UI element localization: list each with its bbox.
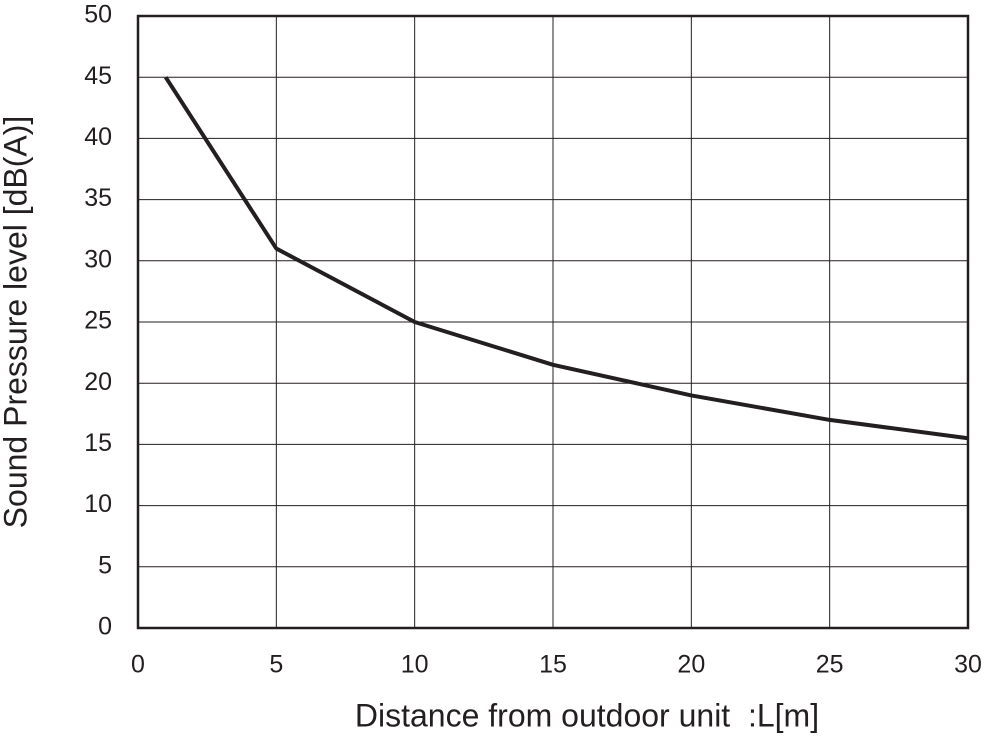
x-tick-label: 0	[131, 651, 145, 679]
y-axis-label: Sound Pressure level [dB(A)]	[0, 116, 33, 529]
x-tick-label: 15	[539, 651, 567, 679]
y-tick-label: 20	[84, 368, 112, 396]
data-line	[163, 76, 969, 441]
y-tick-label: 25	[84, 307, 112, 335]
y-tick-label: 30	[84, 245, 112, 273]
x-tick-label: 10	[401, 651, 429, 679]
y-tick-label: 50	[84, 1, 112, 29]
plot-frame	[136, 14, 970, 630]
y-tick-label: 40	[84, 123, 112, 151]
x-tick-label: 30	[954, 651, 982, 679]
y-tick-label: 45	[84, 62, 112, 90]
x-tick-label: 20	[677, 651, 705, 679]
y-tick-label: 15	[84, 429, 112, 457]
x-tick-label: 25	[816, 651, 844, 679]
x-axis-label: Distance from outdoor unit :L[m]	[355, 697, 819, 733]
y-tick-label: 0	[98, 613, 112, 641]
y-tick-label: 35	[84, 184, 112, 212]
x-tick-label: 5	[269, 651, 283, 679]
y-tick-label: 10	[84, 490, 112, 518]
y-tick-label: 5	[98, 551, 112, 579]
